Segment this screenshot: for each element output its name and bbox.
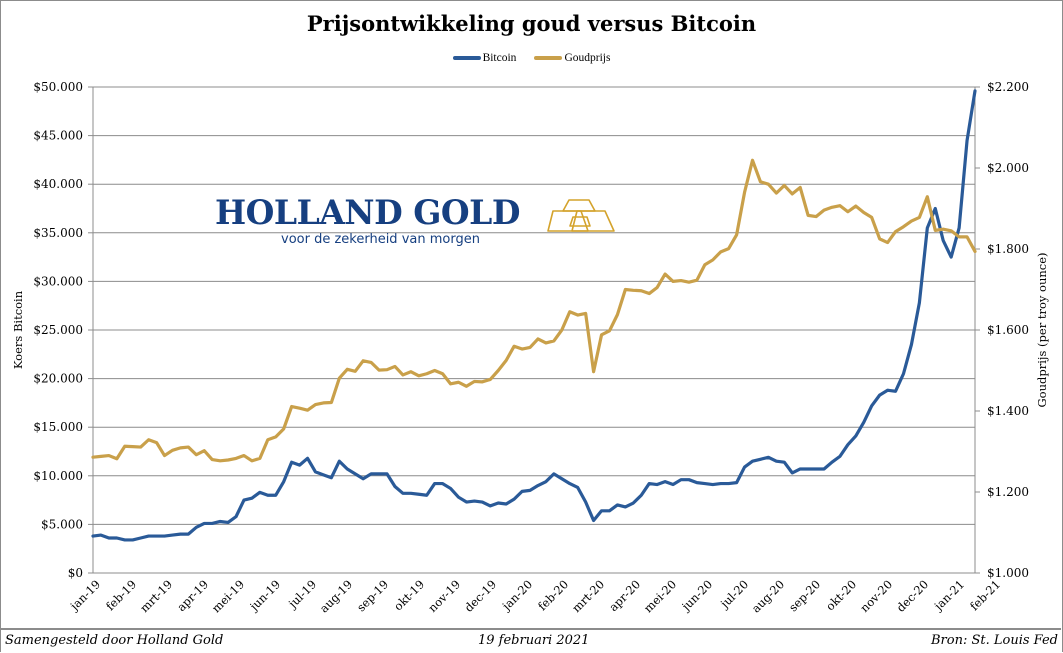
- y-axis-ticks: $0 $5.000 $10.000 $15.000 $20.000 $25.000 $30.…: [33, 80, 83, 580]
- y-tick-label: $5.000: [41, 517, 83, 531]
- x-tick-label: dec-20: [894, 577, 932, 615]
- y-tick-label: $25.000: [33, 323, 83, 337]
- footer-source: Bron: St. Louis Fed: [931, 633, 1058, 648]
- x-tick-label: mei-20: [641, 577, 679, 615]
- y2-tick-label: $1.800: [987, 242, 1029, 256]
- y2-tick-label: $1.000: [987, 566, 1029, 580]
- x-tick-label: jan-19: [66, 577, 103, 614]
- series-lines: [91, 89, 977, 542]
- x-tick-label: nov-20: [857, 577, 895, 615]
- gridlines: [93, 86, 975, 574]
- gold-bars-icon: [547, 199, 615, 232]
- legend-swatch-bitcoin: [452, 56, 481, 60]
- axes: [88, 86, 980, 574]
- x-tick-label: apr-20: [606, 577, 643, 614]
- x-tick-label: jul-20: [716, 577, 751, 612]
- legend-label-gold: Goudprijs: [564, 52, 611, 64]
- x-tick-label: apr-19: [174, 577, 211, 614]
- holland-gold-logo: HOLLAND GOLD voor de zekerheid van morge…: [215, 193, 615, 247]
- x-tick-label: nov-19: [425, 577, 463, 615]
- series-goudprijs: [91, 158, 977, 463]
- y-tick-label: $30.000: [33, 274, 83, 288]
- x-tick-label: mrt-19: [137, 577, 175, 615]
- chart-border: [0, 628, 1061, 630]
- x-tick-label: dec-19: [462, 577, 500, 615]
- chart-title: Prijsontwikkeling goud versus Bitcoin: [306, 11, 757, 36]
- series-bitcoin: [91, 89, 977, 542]
- y2-tick-label: $2.200: [987, 80, 1029, 94]
- y2-axis-ticks: $1.000 $1.200 $1.400 $1.600 $1.800 $2.000 $2.2…: [987, 80, 1029, 580]
- y-tick-label: $50.000: [33, 80, 83, 94]
- x-tick-label: aug-20: [749, 577, 787, 615]
- x-tick-label: jun-20: [678, 577, 715, 614]
- legend-label-bitcoin: Bitcoin: [482, 52, 517, 64]
- x-tick-label: jul-19: [284, 577, 319, 612]
- x-tick-label: aug-19: [317, 577, 355, 615]
- y-axis-label: Koers Bitcoin: [11, 290, 25, 369]
- x-tick-label: mrt-20: [569, 577, 607, 615]
- y-tick-label: $20.000: [33, 372, 83, 386]
- x-tick-label: jan-20: [498, 577, 535, 614]
- legend-item-gold: Goudprijs: [534, 52, 610, 64]
- logo-name: HOLLAND GOLD: [215, 193, 520, 233]
- x-tick-label: feb-21: [967, 577, 1003, 613]
- x-tick-label: mei-19: [209, 577, 247, 615]
- footer-date: 19 februari 2021: [478, 633, 590, 648]
- y2-tick-label: $1.400: [987, 404, 1029, 418]
- y-tick-label: $35.000: [33, 226, 83, 240]
- x-tick-label: okt-19: [391, 577, 427, 613]
- x-tick-label: feb-20: [535, 577, 571, 613]
- y-tick-label: $0: [68, 566, 83, 580]
- y2-axis-label: Goudprijs (per troy ounce): [1035, 252, 1049, 407]
- logo-tagline: voor de zekerheid van morgen: [281, 232, 480, 247]
- x-tick-label: feb-19: [103, 577, 139, 613]
- y2-tick-label: $2.000: [987, 161, 1029, 175]
- chart-plot: $0 $5.000 $10.000 $15.000 $20.000 $25.000 $30.…: [11, 80, 1049, 616]
- line-bitcoin: [91, 89, 977, 542]
- y-tick-label: $15.000: [33, 420, 83, 434]
- legend: Bitcoin Goudprijs: [0, 52, 1063, 64]
- line-goudprijs: [91, 158, 977, 463]
- x-tick-label: sep-20: [786, 577, 823, 614]
- legend-item-bitcoin: Bitcoin: [452, 52, 517, 64]
- x-tick-label: jun-19: [246, 577, 283, 614]
- x-tick-label: okt-20: [823, 577, 859, 613]
- legend-swatch-gold: [534, 56, 563, 60]
- y-tick-label: $10.000: [33, 469, 83, 483]
- y-tick-label: $45.000: [33, 129, 83, 143]
- y-tick-label: $40.000: [33, 177, 83, 191]
- x-tick-label: sep-19: [354, 577, 391, 614]
- x-tick-label: jan-21: [930, 577, 967, 614]
- y2-tick-label: $1.600: [987, 323, 1029, 337]
- y2-tick-label: $1.200: [987, 485, 1029, 499]
- footer-credit: Samengesteld door Holland Gold: [5, 633, 224, 648]
